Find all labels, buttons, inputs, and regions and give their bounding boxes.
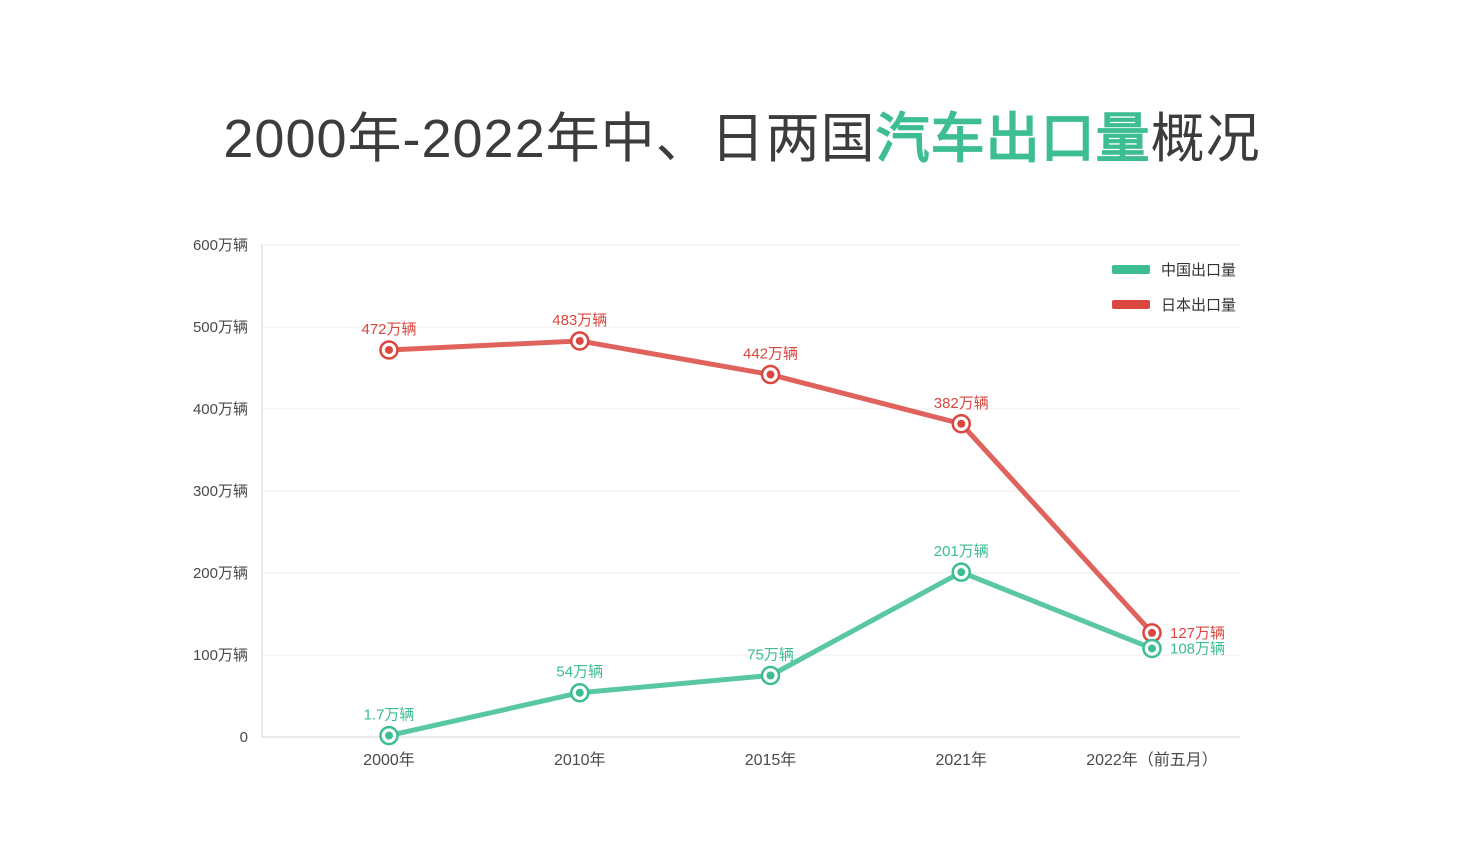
china-point-label: 108万辆 [1170,640,1225,657]
japan-point-label: 127万辆 [1170,625,1225,642]
chart-title: 2000年-2022年中、日两国汽车出口量概况 [0,94,1484,173]
y-tick-label: 300万辆 [193,483,248,500]
x-tick-label: 2021年 [935,751,987,769]
chart-title-prefix: 2000年-2022年中、日两国 [223,109,876,169]
legend-label-japan: 日本出口量 [1161,297,1237,314]
legend-item-china: 中国出口量 [1112,259,1236,280]
china-point-inner [575,688,584,697]
legend-swatch-japan [1112,300,1150,309]
x-tick-label: 2022年（前五月） [1086,751,1218,769]
y-tick-label: 600万辆 [193,237,248,254]
japan-point-inner [1148,628,1156,637]
legend-swatch-china [1112,265,1150,274]
japan-point-label: 382万辆 [934,395,989,412]
chart-title-suffix: 概况 [1150,109,1261,169]
y-tick-label: 400万辆 [193,401,248,418]
japan-point-label: 442万辆 [743,346,798,363]
legend-item-japan: 日本出口量 [1112,294,1236,315]
x-tick-label: 2000年 [363,751,415,769]
y-tick-label: 500万辆 [193,319,248,336]
china-point-inner [766,671,775,680]
x-tick-label: 2015年 [745,751,797,769]
chart-title-highlight: 汽车出口量 [875,109,1151,169]
china-point-inner [385,731,393,740]
japan-point-label: 483万辆 [552,312,607,329]
y-tick-label: 100万辆 [193,647,248,664]
y-tick-label: 0 [240,729,248,746]
japan-line [386,338,1155,636]
japan-point-inner [575,336,584,345]
legend-label-china: 中国出口量 [1161,262,1237,279]
china-point-inner [957,568,966,577]
japan-point-inner [385,345,393,354]
japan-point-inner [957,419,966,428]
y-tick-label: 200万辆 [193,565,248,582]
china-point-label: 1.7万辆 [364,707,415,724]
china-point-label: 54万辆 [556,664,603,681]
x-tick-label: 2010年 [554,751,606,769]
japan-point-label: 472万辆 [361,321,416,338]
china-point-inner [1148,644,1156,653]
china-point-label: 201万辆 [934,543,989,560]
china-point-label: 75万辆 [747,647,794,664]
japan-point-inner [766,370,775,379]
chart-legend: 中国出口量 日本出口量 [1112,259,1236,315]
